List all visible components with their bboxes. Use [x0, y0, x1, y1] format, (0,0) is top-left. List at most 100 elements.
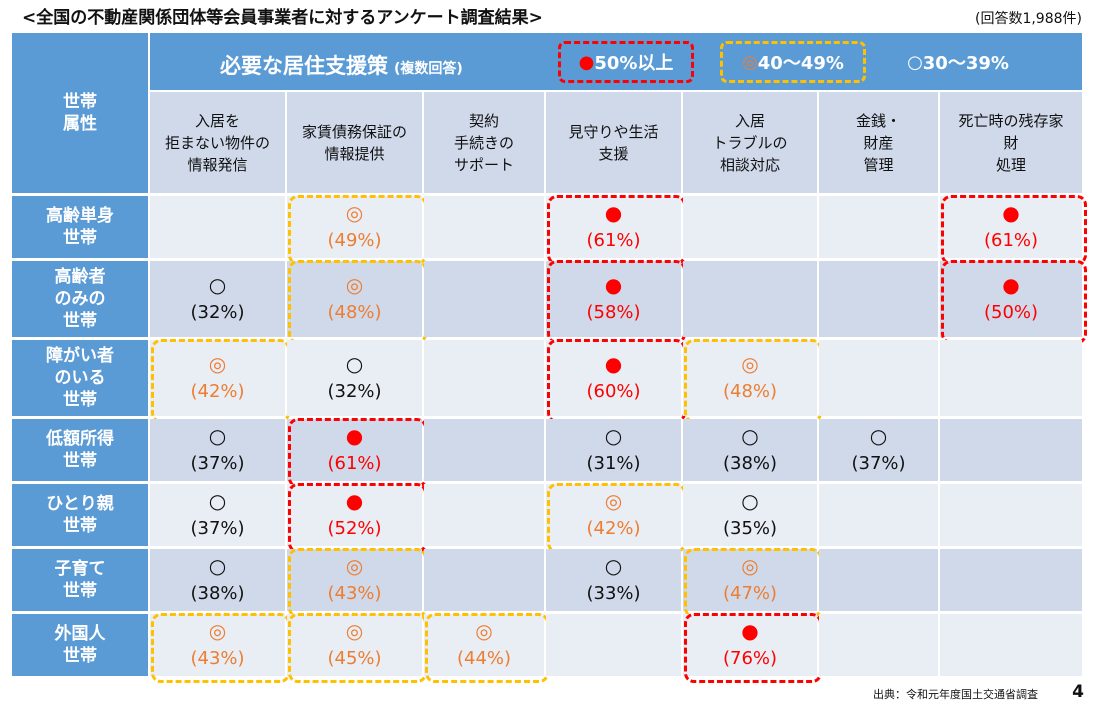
highlight-box: [151, 613, 290, 683]
percentage: (76%): [722, 648, 778, 669]
table-cell: [819, 196, 938, 258]
open-circle-icon: ○: [869, 424, 888, 448]
percentage: (35%): [722, 518, 778, 539]
percentage: (60%): [586, 381, 641, 402]
open-circle-icon: ○: [604, 424, 623, 448]
legend-label: 40～49%: [757, 53, 844, 74]
open-circle-icon: ○: [208, 554, 227, 578]
highlight-box: [288, 418, 427, 488]
table-cell: [683, 196, 817, 258]
double-circle-icon: ◎: [208, 352, 227, 376]
open-circle-icon: ○: [208, 489, 227, 513]
row-header: 外国人 世帯: [12, 614, 148, 676]
table-cell: ○ (33%): [546, 549, 681, 611]
table-cell: ◎ (48%): [287, 261, 422, 337]
table-cell: [424, 261, 544, 337]
legend-label: 50%以上: [594, 53, 674, 74]
legend-30-39: ○ 30～39%: [888, 41, 1028, 83]
table-cell: ● (52%): [287, 484, 422, 546]
policy-note: (複数回答): [394, 61, 463, 77]
double-circle-icon: ◎: [345, 554, 364, 578]
percentage: (37%): [190, 453, 245, 474]
percentage: (50%): [983, 302, 1039, 323]
table-cell: ● (76%): [683, 614, 817, 676]
double-circle-icon: ◎: [345, 619, 364, 643]
column-header: 見守りや生活 支援: [546, 92, 681, 193]
highlight-box: [547, 339, 686, 423]
double-circle-icon: ◎: [345, 201, 364, 225]
double-circle-icon: ◎: [741, 352, 759, 376]
open-circle-icon: ○: [741, 424, 759, 448]
table-cell: [424, 340, 544, 416]
percentage: (43%): [327, 583, 382, 604]
table-cell: ◎ (42%): [150, 340, 285, 416]
highlight-box: [288, 260, 427, 344]
table-cell: [940, 484, 1082, 546]
table-cell: [940, 340, 1082, 416]
open-circle-icon: ○: [208, 424, 227, 448]
table-cell: ○ (38%): [683, 419, 817, 481]
highlight-box: [547, 195, 686, 265]
row-header: 障がい者 のいる 世帯: [12, 340, 148, 416]
column-header: 入居を 拒まない物件の 情報発信: [150, 92, 285, 193]
percentage: (42%): [586, 518, 641, 539]
legend-50-plus: ● 50%以上: [558, 41, 694, 83]
highlight-box: [425, 613, 549, 683]
filled-circle-icon: ●: [604, 273, 623, 297]
table-cell: [940, 614, 1082, 676]
highlight-box: [288, 195, 427, 265]
table-cell: ● (60%): [546, 340, 681, 416]
percentage: (32%): [190, 302, 245, 323]
column-header: 金銭・ 財産 管理: [819, 92, 938, 193]
table-cell: [683, 261, 817, 337]
percentage: (32%): [327, 381, 382, 402]
table-cell: ○ (32%): [150, 261, 285, 337]
highlight-box: [941, 260, 1087, 344]
double-circle-icon: ◎: [475, 619, 493, 643]
table-cell: ○ (31%): [546, 419, 681, 481]
row-header: 高齢者 のみの 世帯: [12, 261, 148, 337]
table-cell: ○ (35%): [683, 484, 817, 546]
double-circle-icon: ◎: [208, 619, 227, 643]
open-circle-icon: ○: [345, 352, 364, 376]
column-header: 契約 手続きの サポート: [424, 92, 544, 193]
table-cell: [150, 196, 285, 258]
table-cell: [819, 549, 938, 611]
highlight-box: [684, 613, 822, 683]
percentage: (44%): [456, 648, 512, 669]
percentage: (61%): [327, 453, 382, 474]
percentage: (31%): [586, 453, 641, 474]
table-cell: ◎ (49%): [287, 196, 422, 258]
highlight-box: [684, 339, 822, 423]
filled-circle-icon: ●: [604, 352, 623, 376]
table-cell: ◎ (47%): [683, 549, 817, 611]
table-cell: [940, 549, 1082, 611]
percentage: (43%): [190, 648, 245, 669]
table-cell: [819, 614, 938, 676]
table-cell: ● (61%): [546, 196, 681, 258]
table-cell: ◎ (43%): [150, 614, 285, 676]
open-circle-icon: ○: [741, 489, 759, 513]
filled-circle-icon: ●: [578, 51, 595, 73]
highlight-box: [288, 483, 427, 553]
double-circle-icon: ◎: [604, 489, 623, 513]
household-attribute-header: 世帯 属性: [12, 33, 148, 193]
percentage: (61%): [983, 230, 1039, 251]
percentage: (38%): [722, 453, 778, 474]
source-note: 出典：令和元年度国土交通省調査: [873, 688, 1038, 701]
filled-circle-icon: ●: [345, 489, 364, 513]
filled-circle-icon: ●: [604, 201, 623, 225]
table-cell: ○ (32%): [287, 340, 422, 416]
filled-circle-icon: ●: [1002, 201, 1020, 225]
table-cell: [819, 340, 938, 416]
row-header: 低額所得 世帯: [12, 419, 148, 481]
highlight-box: [684, 548, 822, 618]
percentage: (45%): [327, 648, 382, 669]
table-cell: ○ (37%): [150, 419, 285, 481]
table-cell: [424, 549, 544, 611]
table-cell: ◎ (48%): [683, 340, 817, 416]
table-cell: ○ (38%): [150, 549, 285, 611]
percentage: (49%): [327, 230, 382, 251]
percentage: (58%): [586, 302, 641, 323]
slide-title: <全国の不動産関係団体等会員事業者に対するアンケート調査結果>: [22, 8, 543, 28]
